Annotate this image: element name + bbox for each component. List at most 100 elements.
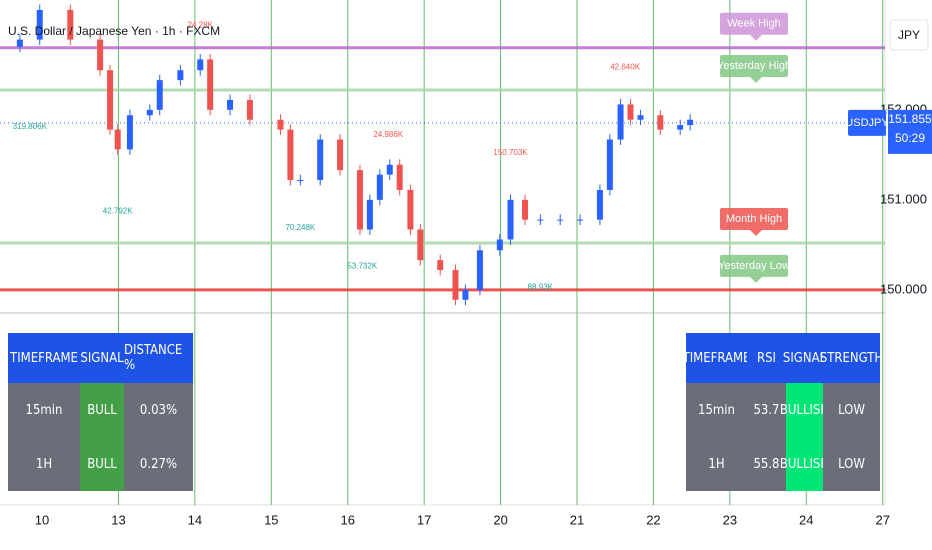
candle-body (107, 70, 114, 130)
table-header: DISTANCE % (124, 333, 193, 383)
candle-body (677, 125, 684, 130)
volume-annotation: 150.703K (493, 148, 528, 157)
candle-body (476, 250, 483, 290)
candle-body (596, 189, 603, 220)
level-label: Month High (726, 213, 782, 225)
candle-body (97, 39, 104, 71)
table-cell: 53.7 (747, 383, 786, 437)
candle-body (246, 99, 253, 120)
countdown: 50:29 (895, 131, 925, 145)
annotations: 24.28K 42.640K 24.986K 150.703K 319.806K 42.7… (13, 20, 641, 291)
candle-body (197, 59, 204, 71)
candle-body (417, 229, 424, 261)
table-cell: BULLISH (780, 437, 829, 491)
candle-body (177, 70, 184, 81)
volume-annotation: 70.248K (285, 223, 315, 232)
price-tag: 151.855 (888, 112, 932, 126)
table-header: TIMEFRAME (8, 333, 80, 383)
candle-body (522, 199, 529, 220)
level-label: Yesterday High (717, 60, 791, 72)
candle-body (356, 170, 363, 230)
candle-body (577, 219, 584, 221)
y-tick-label: 151.000 (880, 191, 927, 206)
table-cell: 55.8 (747, 437, 786, 491)
table-cell: 0.03% (124, 383, 193, 437)
level-label-box (720, 208, 788, 231)
table-header: SIGNAL (783, 333, 826, 383)
candle-body (277, 119, 284, 130)
table-cell: 15min (686, 383, 747, 437)
x-tick-label: 20 (493, 512, 507, 527)
table-cell: 1H (8, 437, 80, 491)
x-tick-label: 16 (340, 512, 354, 527)
candle-body (637, 115, 644, 120)
table-cell: 15min (8, 383, 80, 437)
symbol-title: U.S. Dollar / Japanese Yen · 1h · FXCM (8, 24, 220, 38)
level-label: Week High (727, 18, 781, 30)
candle-body (617, 104, 624, 140)
currency-box[interactable] (889, 19, 929, 51)
table-cell: LOW (823, 437, 880, 491)
table-cell: BULLISH (780, 383, 829, 437)
x-tick-label: 13 (111, 512, 125, 527)
volume-annotation: 24.28K (188, 20, 214, 29)
table-header: SIGNAL (80, 333, 124, 383)
level-label-box (720, 254, 788, 277)
x-tick-label: 21 (570, 512, 584, 527)
x-tick-label: 27 (875, 512, 889, 527)
x-tick-label: 15 (264, 512, 278, 527)
candle-body (537, 219, 544, 221)
level-label: Yesterday Low (718, 260, 790, 272)
level-label-pointer (750, 230, 762, 237)
signal-table: TIMEFRAME SIGNAL DISTANCE % 15min BULL 0.03% 1… (8, 333, 193, 491)
table-cell: BULL (80, 383, 124, 437)
x-tick-label: 17 (417, 512, 431, 527)
volume-annotation: 88.93K (528, 282, 554, 291)
volume-annotation: 319.806K (13, 122, 48, 131)
candle-body (396, 164, 403, 190)
x-tick-label: 24 (799, 512, 813, 527)
level-label-pointer (750, 276, 762, 283)
volume-annotation: 42.640K (610, 63, 640, 72)
table-cell: 0.27% (124, 437, 193, 491)
candle-body (376, 174, 383, 200)
candle-body (317, 139, 324, 181)
candle-body (407, 189, 414, 230)
table-header: STRENGTH (820, 333, 883, 383)
candle-body (452, 270, 459, 300)
table-cell: BULL (80, 437, 124, 491)
symbol-tag: USDJPY (845, 117, 889, 129)
symbol-tag-box (848, 109, 886, 136)
table-header: TIMEFRAME (683, 333, 750, 383)
candle-body (687, 119, 694, 126)
currency[interactable]: JPY (898, 28, 920, 42)
signal-table: TIMEFRAME RSI SIGNAL STRENGTH 15min 53.7 BULLI… (683, 333, 883, 491)
candle-body (496, 239, 503, 251)
price-tag-box (888, 109, 932, 154)
y-tick-label: 150.000 (880, 281, 927, 296)
x-tick-label: 22 (646, 512, 660, 527)
candle-body (386, 164, 393, 175)
volume-annotation: 42.792K (103, 207, 133, 216)
candle-body (366, 199, 373, 230)
candle-body (297, 180, 304, 182)
axes: 10 13 14 15 16 17 20 21 22 23 24 27 150.000 151.000 15… (35, 101, 927, 527)
table-cell: 1H (686, 437, 747, 491)
level-label-pointer (750, 34, 762, 41)
x-tick-label: 14 (188, 512, 202, 527)
level-label-box (720, 55, 788, 78)
candle-body (16, 39, 23, 47)
volume-annotation: 53.732K (347, 262, 377, 271)
x-tick-label: 10 (35, 512, 49, 527)
table-cell: LOW (823, 383, 880, 437)
candle-body (114, 129, 121, 150)
level-label-box (720, 12, 788, 35)
candle-body (287, 129, 294, 181)
candle-body (207, 59, 214, 110)
candle-body (606, 139, 613, 190)
candle-body (126, 115, 133, 150)
candle-body (337, 139, 344, 171)
candle-body (557, 219, 564, 221)
candle-body (437, 260, 444, 271)
